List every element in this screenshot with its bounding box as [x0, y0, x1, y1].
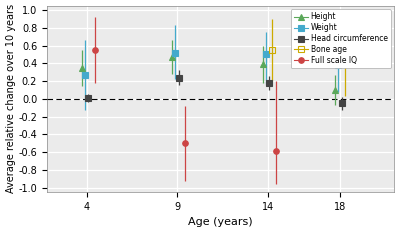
Legend: Height, Weight, Head circumference, Bone age, Full scale IQ: Height, Weight, Head circumference, Bone… — [291, 9, 391, 68]
Y-axis label: Average relative change over 10 years: Average relative change over 10 years — [6, 4, 16, 193]
X-axis label: Age (years): Age (years) — [188, 217, 253, 227]
